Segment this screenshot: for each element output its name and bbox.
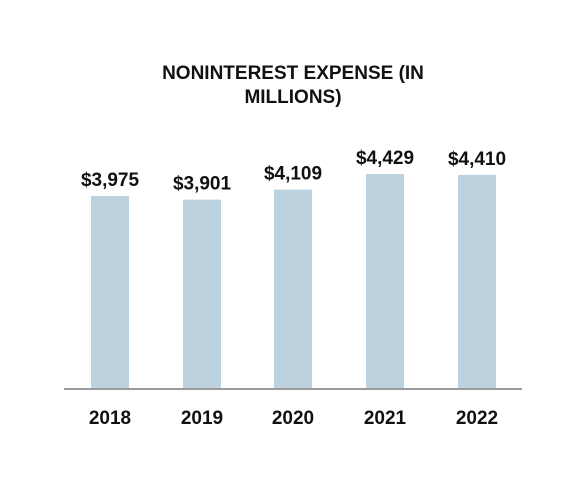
bar-2021 <box>366 174 404 389</box>
x-tick-label-2020: 2020 <box>272 408 314 429</box>
x-tick-label-2021: 2021 <box>364 408 407 429</box>
x-tick-label-2018: 2018 <box>89 408 131 429</box>
data-label-2020: $4,109 <box>264 164 322 185</box>
bar-2018 <box>91 196 129 389</box>
bar-2019 <box>183 199 221 389</box>
bar-2020 <box>274 189 312 389</box>
data-label-2018: $3,975 <box>81 170 140 191</box>
chart-title-line-2: MILLIONS) <box>244 87 342 108</box>
data-label-2021: $4,429 <box>356 148 414 169</box>
data-label-2019: $3,901 <box>173 174 232 195</box>
x-tick-label-2022: 2022 <box>456 408 498 429</box>
bar-2022 <box>458 174 496 389</box>
data-label-2022: $4,410 <box>448 149 506 170</box>
x-tick-label-2019: 2019 <box>181 408 223 429</box>
chart-title: NONINTEREST EXPENSE (IN MILLIONS) <box>0 62 586 110</box>
chart-title-line-1: NONINTEREST EXPENSE (IN <box>162 63 424 84</box>
